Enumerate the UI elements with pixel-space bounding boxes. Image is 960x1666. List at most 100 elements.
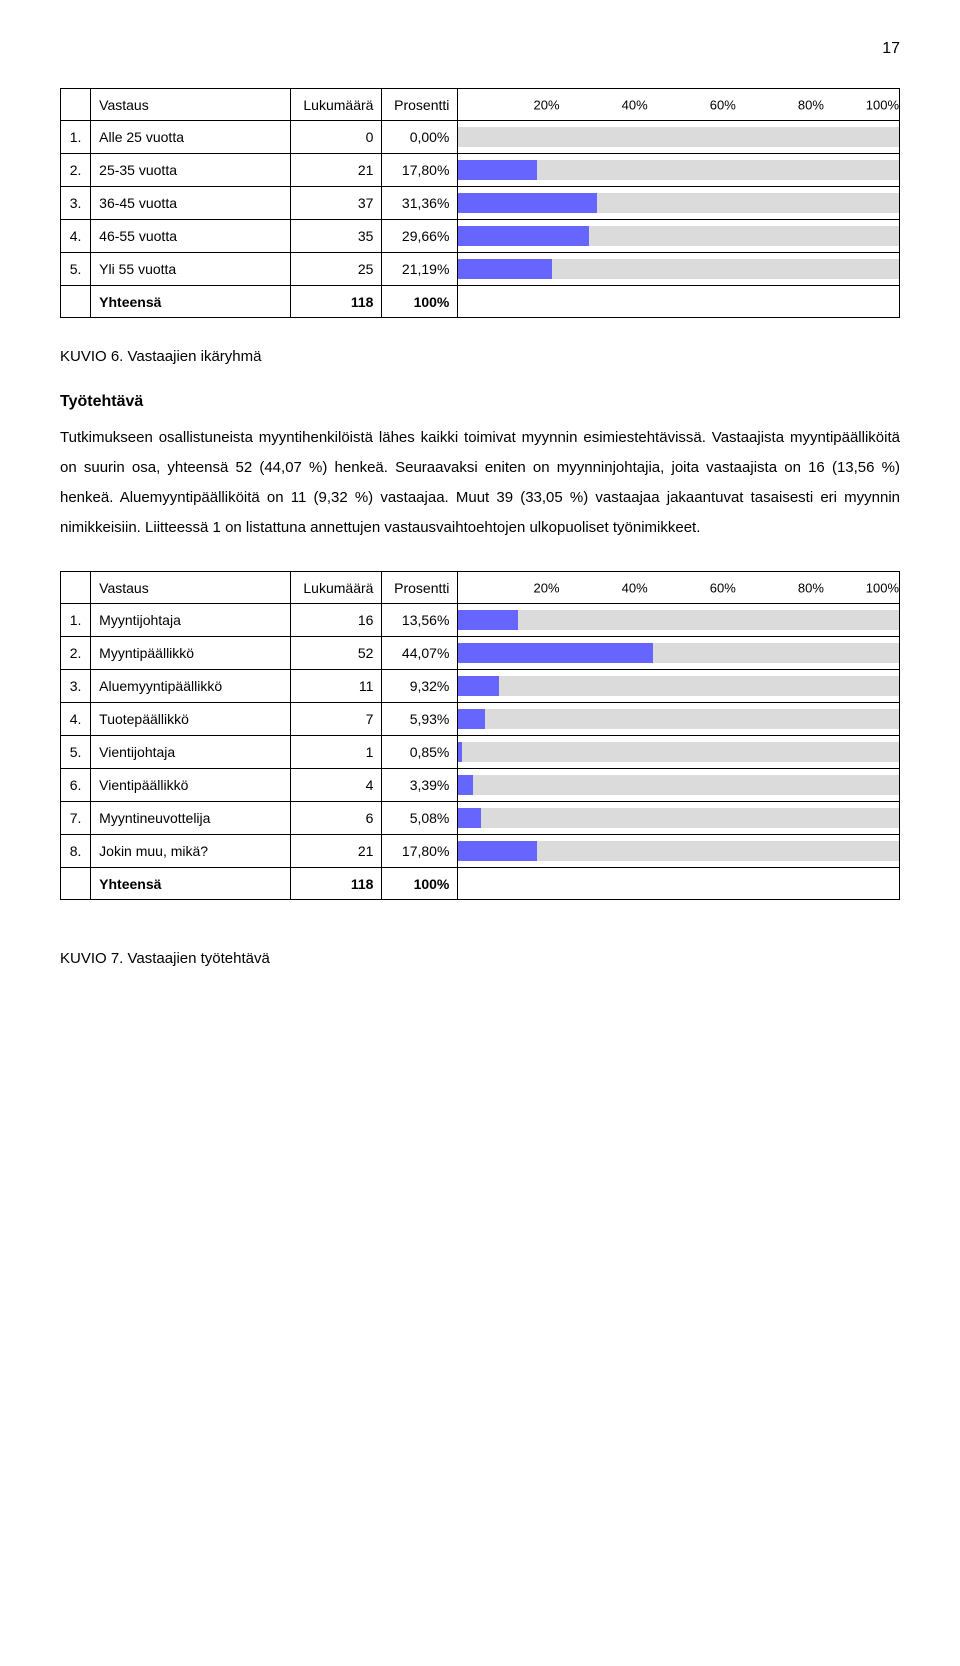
- row-count: 0: [290, 121, 382, 154]
- table-row: 5.Yli 55 vuotta2521,19%: [61, 253, 900, 286]
- row-bar-cell: [458, 802, 900, 835]
- row-label: 36-45 vuotta: [91, 187, 291, 220]
- caption-kuvio6: KUVIO 6. Vastaajien ikäryhmä: [60, 348, 900, 365]
- row-label: Aluemyyntipäällikkö: [91, 670, 291, 703]
- table-row: 7.Myyntineuvottelija65,08%: [61, 802, 900, 835]
- row-number: 4.: [61, 703, 91, 736]
- total-count: 118: [290, 286, 382, 318]
- bar-fill: [458, 160, 536, 180]
- row-bar-cell: [458, 835, 900, 868]
- row-label: Alle 25 vuotta: [91, 121, 291, 154]
- row-number: 3.: [61, 187, 91, 220]
- row-percent: 0,85%: [382, 736, 458, 769]
- row-percent: 17,80%: [382, 154, 458, 187]
- row-label: Myyntineuvottelija: [91, 802, 291, 835]
- row-label: Vientipäällikkö: [91, 769, 291, 802]
- row-count: 6: [290, 802, 382, 835]
- row-count: 7: [290, 703, 382, 736]
- row-bar-cell: [458, 769, 900, 802]
- th-prosentti: Prosentti: [382, 89, 458, 121]
- th-blank: [61, 572, 91, 604]
- row-bar-cell: [458, 121, 900, 154]
- row-label: Myyntijohtaja: [91, 604, 291, 637]
- row-percent: 9,32%: [382, 670, 458, 703]
- row-number: 8.: [61, 835, 91, 868]
- row-percent: 31,36%: [382, 187, 458, 220]
- bar-fill: [458, 259, 551, 279]
- total-pct: 100%: [382, 286, 458, 318]
- row-count: 37: [290, 187, 382, 220]
- row-label: Myyntipäällikkö: [91, 637, 291, 670]
- row-label: 25-35 vuotta: [91, 154, 291, 187]
- row-count: 4: [290, 769, 382, 802]
- bar-fill: [458, 676, 499, 696]
- th-blank: [61, 89, 91, 121]
- row-percent: 0,00%: [382, 121, 458, 154]
- table-row: 8.Jokin muu, mikä?2117,80%: [61, 835, 900, 868]
- row-bar-cell: [458, 154, 900, 187]
- row-bar-cell: [458, 604, 900, 637]
- total-label: Yhteensä: [91, 286, 291, 318]
- th-vastaus: Vastaus: [91, 572, 291, 604]
- table-row: 4.Tuotepäällikkö75,93%: [61, 703, 900, 736]
- row-count: 52: [290, 637, 382, 670]
- th-lukumaara: Lukumäärä: [290, 572, 382, 604]
- row-bar-cell: [458, 637, 900, 670]
- row-percent: 29,66%: [382, 220, 458, 253]
- bar-fill: [458, 610, 518, 630]
- row-bar-cell: [458, 703, 900, 736]
- row-percent: 5,08%: [382, 802, 458, 835]
- row-label: Jokin muu, mikä?: [91, 835, 291, 868]
- bar-fill: [458, 808, 480, 828]
- th-vastaus: Vastaus: [91, 89, 291, 121]
- bar-fill: [458, 193, 596, 213]
- row-count: 11: [290, 670, 382, 703]
- row-count: 16: [290, 604, 382, 637]
- row-count: 21: [290, 154, 382, 187]
- th-scale: 20%40%60%80%100%: [458, 572, 900, 604]
- row-percent: 21,19%: [382, 253, 458, 286]
- bar-fill: [458, 226, 589, 246]
- th-prosentti: Prosentti: [382, 572, 458, 604]
- row-percent: 44,07%: [382, 637, 458, 670]
- row-number: 2.: [61, 637, 91, 670]
- row-label: 46-55 vuotta: [91, 220, 291, 253]
- row-percent: 17,80%: [382, 835, 458, 868]
- row-percent: 3,39%: [382, 769, 458, 802]
- table-row: 3.Aluemyyntipäällikkö119,32%: [61, 670, 900, 703]
- age-table: Vastaus Lukumäärä Prosentti 20%40%60%80%…: [60, 88, 900, 318]
- row-number: 1.: [61, 121, 91, 154]
- bar-fill: [458, 709, 484, 729]
- total-count: 118: [290, 868, 382, 900]
- table-row: 2.25-35 vuotta2117,80%: [61, 154, 900, 187]
- row-number: 5.: [61, 253, 91, 286]
- row-count: 25: [290, 253, 382, 286]
- row-number: 6.: [61, 769, 91, 802]
- bar-fill: [458, 643, 652, 663]
- table-row: 6.Vientipäällikkö43,39%: [61, 769, 900, 802]
- row-label: Tuotepäällikkö: [91, 703, 291, 736]
- body-paragraph: Tutkimukseen osallistuneista myyntihenki…: [60, 423, 900, 543]
- page-number: 17: [60, 40, 900, 58]
- row-bar-cell: [458, 670, 900, 703]
- row-bar-cell: [458, 187, 900, 220]
- th-lukumaara: Lukumäärä: [290, 89, 382, 121]
- table-row: 1.Alle 25 vuotta00,00%: [61, 121, 900, 154]
- bar-fill: [458, 841, 536, 861]
- row-count: 35: [290, 220, 382, 253]
- row-percent: 13,56%: [382, 604, 458, 637]
- row-percent: 5,93%: [382, 703, 458, 736]
- row-count: 1: [290, 736, 382, 769]
- row-count: 21: [290, 835, 382, 868]
- job-table: Vastaus Lukumäärä Prosentti 20%40%60%80%…: [60, 571, 900, 900]
- row-label: Vientijohtaja: [91, 736, 291, 769]
- table-row: 3.36-45 vuotta3731,36%: [61, 187, 900, 220]
- table-row: 5.Vientijohtaja10,85%: [61, 736, 900, 769]
- row-label: Yli 55 vuotta: [91, 253, 291, 286]
- table-row: 4.46-55 vuotta3529,66%: [61, 220, 900, 253]
- row-bar-cell: [458, 253, 900, 286]
- total-pct: 100%: [382, 868, 458, 900]
- table-row: 1.Myyntijohtaja1613,56%: [61, 604, 900, 637]
- row-bar-cell: [458, 736, 900, 769]
- row-number: 1.: [61, 604, 91, 637]
